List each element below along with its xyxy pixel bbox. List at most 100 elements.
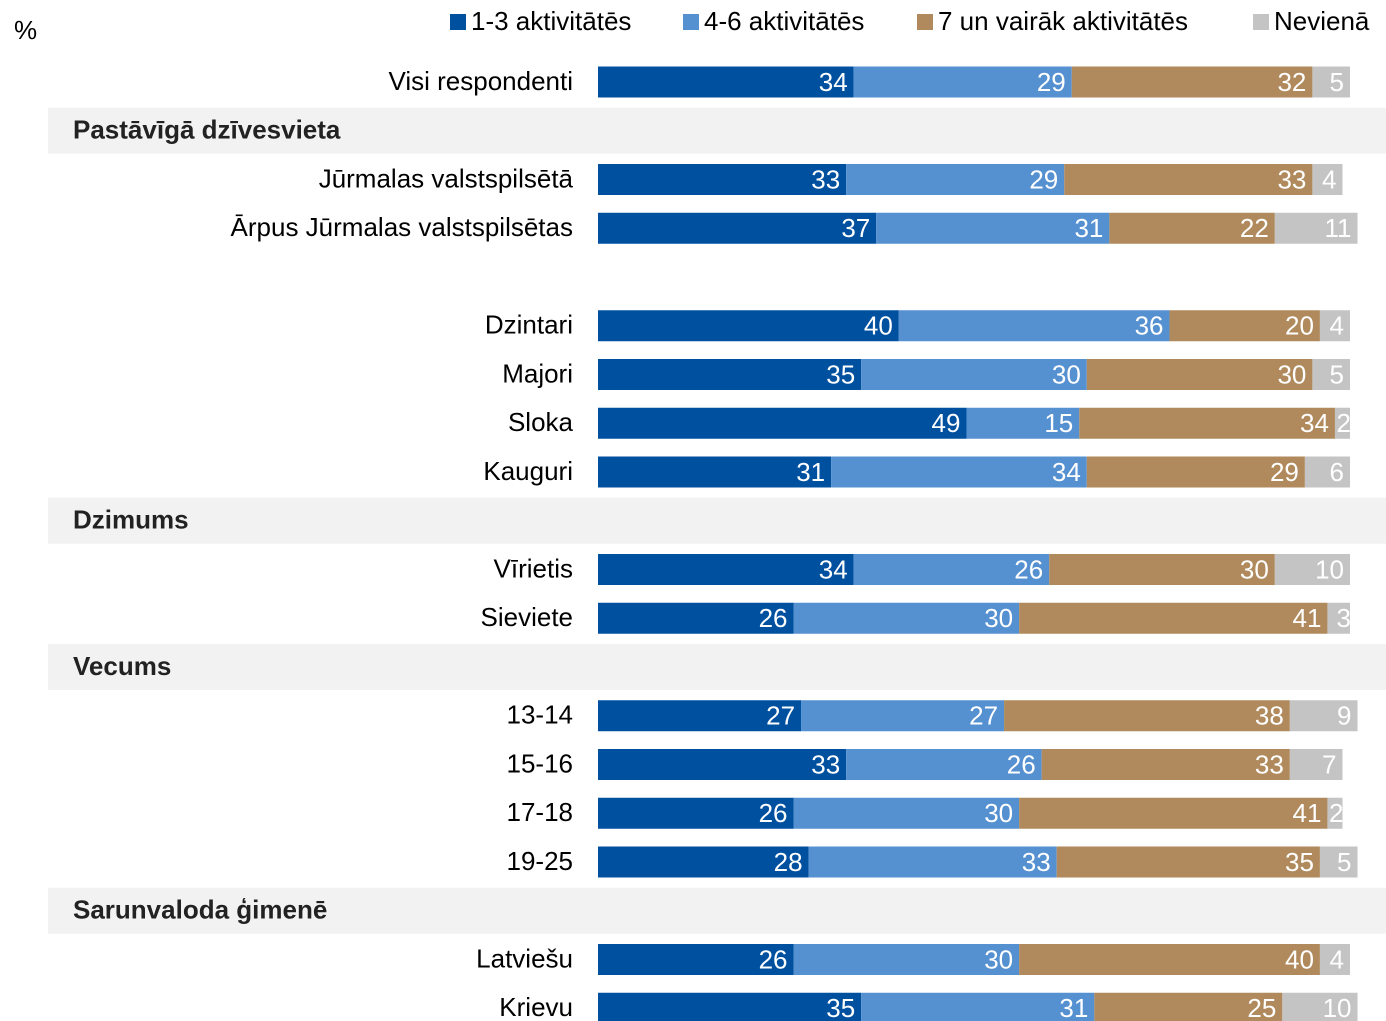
bar-segment: [598, 797, 794, 829]
bar-segment: [1041, 749, 1290, 780]
value-label: 35: [826, 993, 855, 1021]
bar-segment: [1312, 66, 1350, 98]
category-label: Latviešu: [476, 943, 573, 973]
value-label: 34: [819, 67, 848, 97]
value-label: 10: [1315, 554, 1344, 584]
value-label: 11: [1325, 213, 1352, 243]
bar-segment: [1327, 602, 1350, 634]
bar-segment: [1019, 797, 1328, 829]
bar-segment: [598, 944, 794, 975]
bar-segment: [793, 797, 1020, 829]
bar-segment: [1327, 797, 1343, 829]
value-label: 30: [984, 603, 1013, 633]
bar-segment: [1312, 164, 1343, 195]
category-label: Visi respondenti: [388, 66, 573, 96]
value-label: 3: [1337, 603, 1351, 633]
group-band: [48, 497, 1386, 544]
category-label: Majori: [502, 358, 573, 388]
bar-segment: [1282, 992, 1358, 1021]
bar-segment: [1049, 554, 1275, 585]
bar-segment: [1109, 212, 1275, 244]
bar-segment: [1274, 554, 1350, 585]
legend-label: 1-3 aktivitātēs: [471, 6, 631, 36]
bar-segment: [1274, 212, 1358, 244]
legend-swatch: [450, 14, 466, 30]
group-band: [48, 107, 1386, 154]
bar-segment: [793, 602, 1020, 634]
value-label: 40: [864, 311, 893, 341]
value-label: 37: [841, 213, 870, 243]
value-label: 26: [1007, 749, 1036, 779]
bar-segment: [966, 407, 1080, 439]
value-label: 29: [1029, 164, 1058, 194]
value-label: 35: [826, 359, 855, 389]
value-label: 5: [1330, 359, 1344, 389]
group-band: [48, 644, 1386, 690]
value-label: 9: [1337, 701, 1351, 731]
value-label: 38: [1255, 701, 1284, 731]
value-label: 15: [1044, 408, 1073, 438]
legend-label: Nevienā: [1274, 6, 1370, 36]
value-label: 26: [1014, 554, 1043, 584]
unit-label: %: [14, 15, 37, 45]
category-label: 15-16: [507, 748, 574, 778]
bar-segment: [876, 212, 1110, 244]
bar-segment: [853, 66, 1072, 98]
category-label: Vīrietis: [494, 553, 573, 583]
value-label: 30: [1052, 359, 1081, 389]
value-label: 10: [1323, 993, 1352, 1021]
category-label: Dzintari: [485, 310, 573, 340]
bar-segment: [1019, 944, 1320, 975]
value-label: 4: [1322, 164, 1336, 194]
bar-segment: [861, 359, 1087, 390]
category-label: Jūrmalas valstspilsētā: [319, 163, 574, 193]
bar-segment: [1071, 66, 1313, 98]
value-label: 31: [1059, 993, 1088, 1021]
bar-segment: [1334, 407, 1350, 439]
category-label: 19-25: [507, 846, 574, 876]
bar-segment: [598, 66, 854, 98]
bar-segment: [1319, 846, 1358, 878]
value-label: 5: [1337, 847, 1351, 877]
bar-segment: [1056, 846, 1320, 878]
bar-segment: [1304, 456, 1350, 488]
category-label: Krievu: [499, 992, 573, 1021]
value-label: 33: [811, 164, 840, 194]
bar-segment: [808, 846, 1057, 878]
bar-segment: [1289, 749, 1343, 780]
value-label: 26: [759, 944, 788, 974]
value-label: 33: [1255, 749, 1284, 779]
bar-segment: [598, 846, 809, 878]
bar-segment: [793, 944, 1020, 975]
bar-segment: [598, 749, 847, 780]
legend-swatch: [917, 14, 933, 30]
value-label: 34: [1052, 457, 1081, 487]
bar-segment: [1086, 359, 1313, 390]
bar-segment: [1169, 310, 1320, 342]
category-label: Kauguri: [483, 456, 573, 486]
value-label: 34: [1300, 408, 1329, 438]
bar-segment: [801, 700, 1005, 732]
bar-segment: [1086, 456, 1305, 488]
bar-segment: [1064, 164, 1313, 195]
value-label: 41: [1293, 798, 1322, 828]
value-label: 33: [811, 749, 840, 779]
group-title: Dzimums: [73, 505, 189, 535]
value-label: 7: [1322, 749, 1336, 779]
bar-segment: [598, 359, 862, 390]
value-label: 28: [774, 847, 803, 877]
value-label: 33: [1277, 164, 1306, 194]
bar-segment: [1319, 310, 1350, 342]
legend-label: 7 un vairāk aktivitātēs: [938, 6, 1188, 36]
value-label: 32: [1277, 67, 1306, 97]
value-label: 2: [1337, 408, 1351, 438]
bar-segment: [598, 407, 967, 439]
group-title: Vecums: [73, 651, 171, 681]
group-band: [48, 887, 1386, 934]
bar-segment: [861, 992, 1095, 1021]
bar-segment: [598, 310, 899, 342]
value-label: 29: [1270, 457, 1299, 487]
bar-segment: [598, 164, 847, 195]
value-label: 20: [1285, 311, 1314, 341]
value-label: 5: [1330, 67, 1344, 97]
